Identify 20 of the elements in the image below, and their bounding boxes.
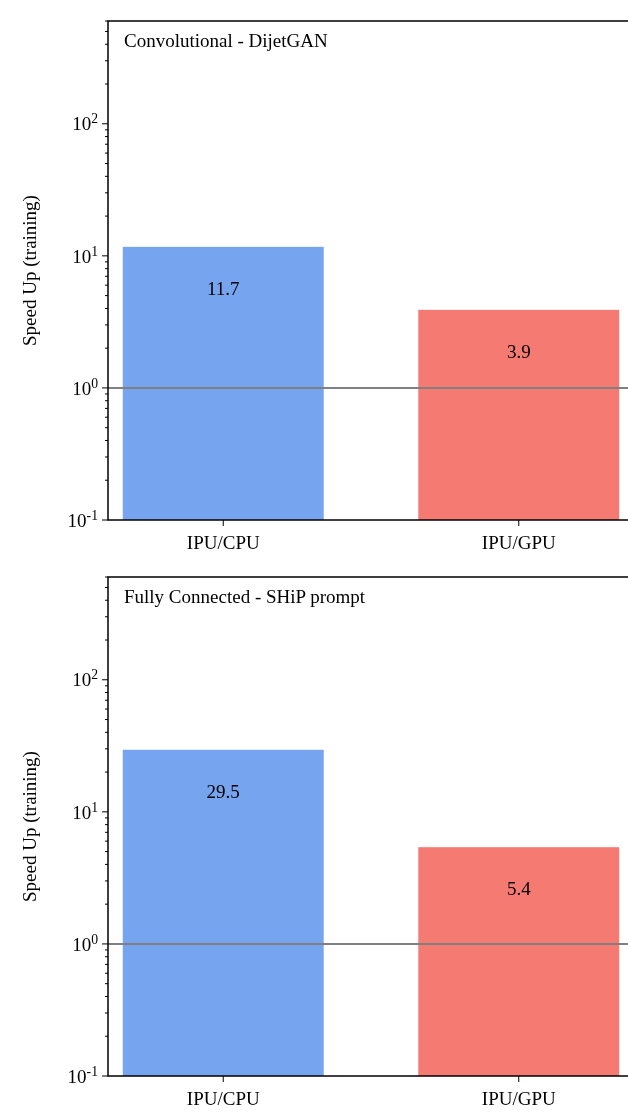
y-axis-title: Speed Up (training) xyxy=(19,195,41,346)
x-tick-label: IPU/CPU xyxy=(186,532,260,553)
x-tick-label: IPU/GPU xyxy=(481,1088,556,1109)
y-tick-label: 10$^{0}$ xyxy=(72,931,99,955)
text: Fully Connected - SHiP prompt xyxy=(124,586,366,607)
x-tick-label: IPU/CPU xyxy=(186,1088,260,1109)
y-tick-label: 10$^{0}$ xyxy=(72,375,99,399)
y-tick-label: 10$^{-1}$ xyxy=(67,1063,99,1087)
y-tick-label: 10$^{1}$ xyxy=(72,799,99,823)
y-axis-title: Speed Up (training) xyxy=(19,751,41,902)
y-tick-label: 10$^{2}$ xyxy=(72,666,99,691)
y-tick-label: 10$^{2}$ xyxy=(72,110,99,135)
data-label: 11.7 xyxy=(206,277,240,299)
y-tick-label: 10$^{-1}$ xyxy=(67,507,99,531)
x-tick-label: IPU/GPU xyxy=(481,532,556,553)
data-label: 29.5 xyxy=(206,780,240,802)
data-label: 5.4 xyxy=(506,878,532,900)
y-tick-label: 10$^{1}$ xyxy=(72,243,99,267)
text: Convolutional - DijetGAN xyxy=(124,30,328,51)
data-label: 3.9 xyxy=(506,340,531,362)
